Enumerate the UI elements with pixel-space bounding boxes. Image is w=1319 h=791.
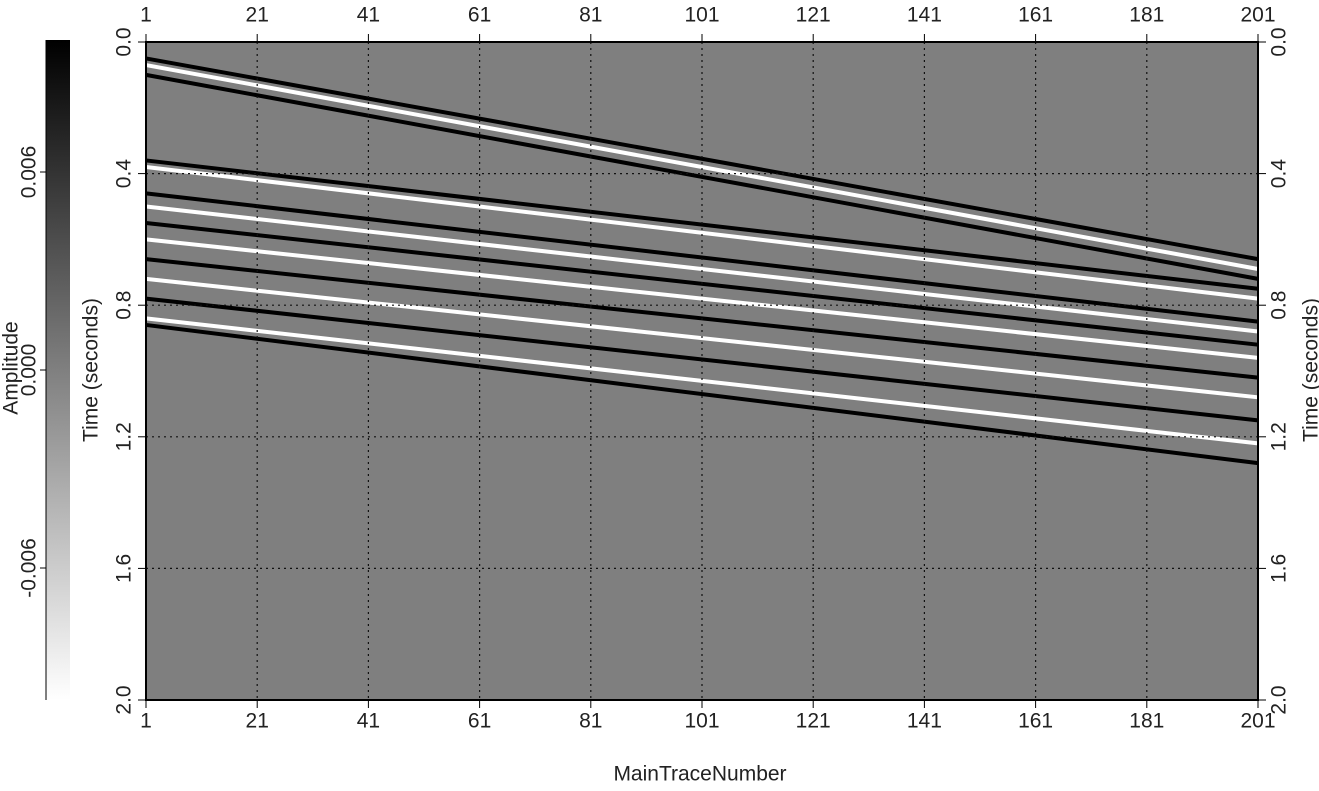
x-tick-label-top: 21 (246, 4, 269, 27)
y-tick-label: 2.0 (113, 685, 136, 714)
y-tick-label: 0.0 (113, 27, 136, 56)
seismic-event (145, 158, 1259, 291)
seismic-event (145, 56, 1259, 262)
y-axis-label-right: Time (seconds) (1300, 298, 1319, 442)
seismic-event (145, 204, 1259, 334)
y-axis-label: Time (seconds) (80, 298, 103, 442)
x-tick-label: 1 (140, 710, 152, 733)
y-tick-label: 0.4 (113, 159, 136, 189)
x-tick-label: 61 (468, 710, 491, 733)
y-tick-label: 1.2 (113, 422, 136, 451)
x-tick-label: 41 (357, 710, 380, 733)
y-tick-label-right: 0.0 (1268, 27, 1291, 56)
x-tick-label-top: 201 (1240, 4, 1275, 27)
x-tick-label: 21 (246, 710, 269, 733)
y-tick-label-right: 0.8 (1268, 291, 1291, 320)
x-tick-label: 181 (1129, 710, 1164, 733)
x-tick-label-top: 61 (468, 4, 491, 27)
x-tick-label-top: 81 (579, 4, 602, 27)
seismic-event (145, 63, 1259, 271)
y-tick-label-right: 2.0 (1268, 685, 1291, 714)
x-tick-label: 101 (684, 710, 719, 733)
colorbar-tick-label: -0.006 (18, 538, 41, 598)
y-tick-label: 1.6 (113, 554, 136, 583)
x-tick-label-top: 41 (357, 4, 380, 27)
x-tick-label: 141 (907, 710, 942, 733)
y-tick-label: 0.8 (113, 291, 136, 320)
x-tick-label: 201 (1240, 710, 1275, 733)
x-tick-label-top: 161 (1018, 4, 1053, 27)
seismic-event (145, 322, 1259, 466)
colorbar-tick-label: 0.006 (18, 146, 41, 199)
x-tick-label-top: 121 (796, 4, 831, 27)
x-tick-label: 121 (796, 710, 831, 733)
colorbar-tick-label: 0.000 (18, 344, 41, 397)
y-tick-label-right: 1.6 (1268, 554, 1291, 583)
x-tick-label-top: 1 (140, 4, 152, 27)
seismic-event (145, 316, 1259, 446)
x-tick-label: 81 (579, 710, 602, 733)
seismic-event (145, 276, 1259, 400)
x-tick-label-top: 101 (684, 4, 719, 27)
y-tick-label-right: 0.4 (1268, 159, 1291, 189)
x-tick-label-top: 141 (907, 4, 942, 27)
seismic-event (145, 237, 1259, 360)
x-tick-label-top: 181 (1129, 4, 1164, 27)
colorbar-label: Amplitude (0, 321, 23, 414)
colorbar (46, 40, 70, 700)
seismic-event (145, 72, 1259, 281)
x-tick-label: 161 (1018, 710, 1053, 733)
x-axis-label: MainTraceNumber (613, 763, 786, 786)
plot-frame (145, 41, 1259, 701)
seismic-event (145, 296, 1259, 423)
seismic-event (145, 165, 1259, 301)
seismic-event (145, 191, 1259, 324)
y-tick-label-right: 1.2 (1268, 422, 1291, 451)
